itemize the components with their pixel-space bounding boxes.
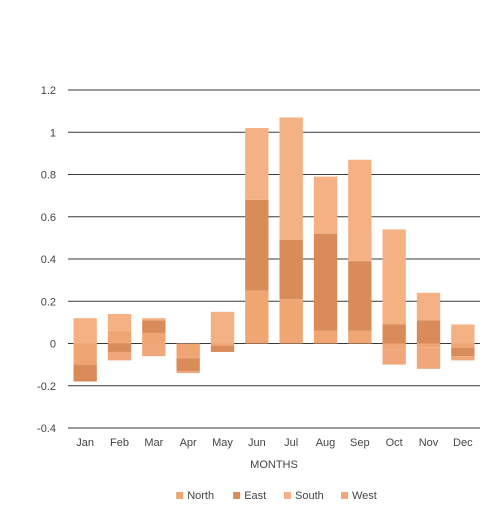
x-tick-label: Feb [110, 437, 129, 449]
bar-north-sep [348, 330, 372, 344]
bar-south-dec [451, 324, 475, 344]
bar-south-nov [416, 292, 441, 321]
bar-west-nov [416, 347, 441, 369]
bar-east-apr [176, 358, 200, 371]
bar-south-mar [142, 318, 166, 321]
y-tick-label: -0.2 [37, 381, 56, 393]
x-tick-label: Jun [248, 437, 266, 449]
x-tick-label: May [212, 437, 233, 449]
x-tick-label: Nov [419, 437, 439, 449]
bar-east-feb [107, 343, 132, 352]
bar-west-oct [382, 349, 406, 365]
bar-north-oct [382, 343, 406, 350]
bar-south-aug [313, 176, 338, 234]
bar-west-mar [142, 343, 166, 357]
x-tick-label: Oct [386, 437, 403, 449]
bar-east-sep [348, 261, 372, 331]
bar-south-feb [107, 313, 132, 331]
bar-east-nov [416, 320, 441, 344]
x-tick-label: Jul [284, 437, 298, 449]
bar-north-jul [279, 299, 303, 344]
bar-north-nov [416, 343, 441, 348]
bar-west-feb [107, 351, 132, 361]
bar-north-mar [142, 332, 166, 344]
bar-north-may [210, 343, 235, 346]
legend-swatch-west [341, 492, 348, 499]
legend-swatch-east [233, 492, 241, 499]
x-axis-ticks: Jan Feb Mar Apr May Jun Jul Aug Sep Oct Nov Dec [76, 437, 473, 449]
x-tick-label: Mar [144, 437, 163, 449]
legend: North East South West [176, 490, 377, 502]
y-tick-label: -0.4 [37, 423, 56, 435]
bar-north-apr [176, 343, 200, 359]
bar-south-may [210, 311, 235, 344]
bar-south-sep [348, 159, 372, 262]
bar-south-jan [73, 318, 97, 344]
y-tick-label: 0.8 [41, 170, 56, 182]
bar-west-dec [451, 356, 475, 361]
bar-north-aug [313, 330, 338, 344]
bar-north-feb [107, 330, 132, 344]
bar-south-jul [279, 117, 303, 240]
gridlines [68, 89, 480, 429]
bar-east-oct [382, 324, 406, 344]
x-tick-label: Dec [453, 437, 473, 449]
x-tick-label: Sep [350, 437, 370, 449]
x-tick-label: Aug [316, 437, 336, 449]
legend-swatch-north [176, 492, 184, 499]
bar-east-jun [245, 199, 269, 291]
y-tick-label: 0.2 [41, 296, 56, 308]
bar-east-may [210, 345, 235, 352]
y-tick-label: 1 [50, 127, 56, 139]
y-axis-ticks: -0.4 -0.2 0 0.2 0.4 0.6 0.8 1 1.2 [37, 85, 56, 435]
bar-west-apr [176, 370, 200, 374]
x-tick-label: Apr [180, 437, 197, 449]
bar-east-aug [313, 233, 338, 331]
y-tick-label: 0.6 [41, 212, 56, 224]
y-tick-label: 0 [50, 339, 56, 351]
legend-label-south: South [295, 490, 324, 502]
y-tick-label: 1.2 [41, 85, 56, 97]
legend-swatch-south [284, 492, 291, 499]
bar-east-jul [279, 239, 303, 300]
bars [73, 117, 475, 382]
bar-south-jun [245, 128, 269, 200]
x-tick-label: Jan [76, 437, 94, 449]
bar-south-oct [382, 229, 406, 325]
bar-east-mar [142, 320, 166, 333]
bar-east-dec [451, 347, 475, 357]
bar-east-jan [73, 364, 97, 382]
y-tick-label: 0.4 [41, 254, 56, 266]
x-axis-title: MONTHS [250, 459, 298, 471]
legend-label-west: West [352, 490, 377, 502]
bar-north-dec [451, 343, 475, 348]
legend-label-north: North [187, 490, 214, 502]
bar-north-jun [245, 290, 269, 344]
bar-north-jan [73, 343, 97, 365]
legend-label-east: East [244, 490, 266, 502]
